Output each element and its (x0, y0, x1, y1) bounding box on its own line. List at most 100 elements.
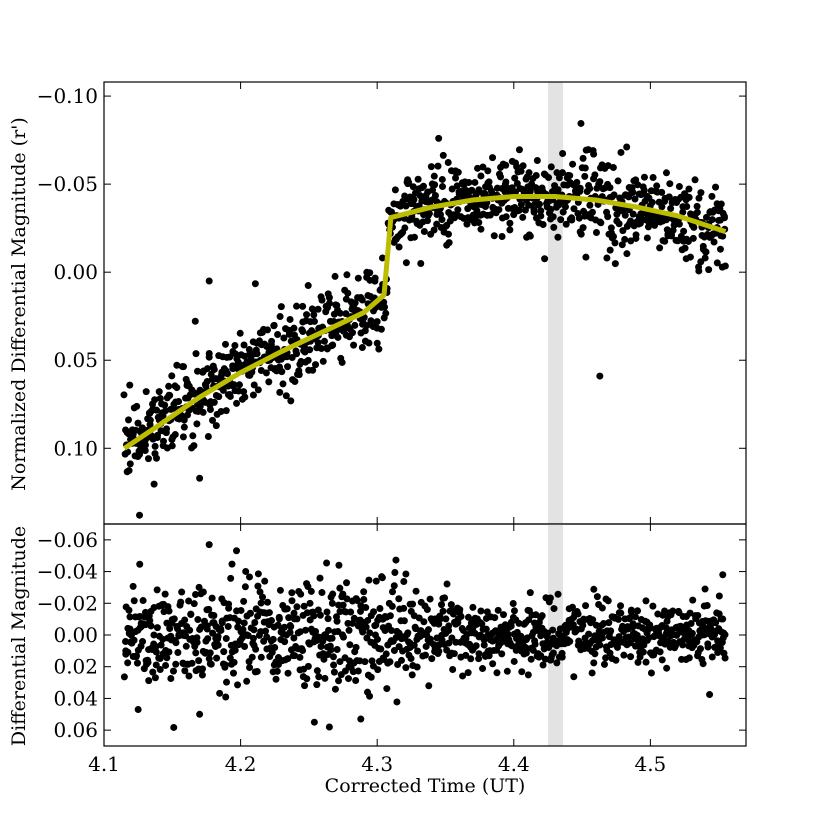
data-point (210, 398, 218, 406)
data-point (640, 173, 648, 181)
data-point (146, 617, 154, 625)
data-point (125, 467, 133, 475)
data-point (262, 627, 270, 635)
data-point (596, 178, 604, 186)
data-point (189, 432, 197, 440)
data-point (144, 658, 152, 666)
data-point (373, 339, 381, 347)
data-point (360, 588, 368, 596)
data-point (590, 585, 598, 593)
data-point (234, 617, 242, 625)
data-point (151, 674, 159, 682)
data-point (330, 661, 338, 669)
data-point (629, 623, 637, 631)
data-point (485, 652, 493, 660)
data-point (318, 589, 326, 597)
data-point (606, 246, 614, 254)
data-point (304, 662, 312, 670)
data-point (217, 407, 225, 415)
data-point (124, 659, 132, 667)
data-point (547, 205, 555, 213)
data-point (579, 224, 587, 232)
data-point (686, 609, 694, 617)
data-point (701, 254, 709, 262)
data-point (372, 577, 380, 585)
data-point (310, 718, 318, 726)
data-point (293, 350, 301, 358)
data-point (290, 609, 298, 617)
data-point (656, 244, 664, 252)
data-point (192, 649, 200, 657)
data-point (262, 369, 270, 377)
data-point (420, 618, 428, 626)
data-point (598, 604, 606, 612)
data-point (631, 195, 639, 203)
data-point (245, 345, 253, 353)
data-point (431, 181, 439, 189)
data-point (157, 641, 165, 649)
data-point (590, 150, 598, 158)
data-point (558, 649, 566, 657)
data-point (185, 597, 193, 605)
data-point (325, 294, 333, 302)
data-point (221, 661, 229, 669)
data-point (220, 648, 228, 656)
data-point (441, 594, 449, 602)
data-point (318, 296, 326, 304)
data-point (284, 363, 292, 371)
data-point (524, 671, 532, 679)
data-point (663, 664, 671, 672)
data-point (151, 396, 159, 404)
data-point (459, 672, 467, 680)
data-point (614, 177, 622, 185)
data-point (343, 595, 351, 603)
data-point (352, 643, 360, 651)
data-point (576, 184, 584, 192)
data-point (249, 634, 257, 642)
data-point (295, 371, 303, 379)
data-point (546, 594, 554, 602)
data-point (195, 583, 203, 591)
data-point (333, 646, 341, 654)
data-point (240, 341, 248, 349)
data-point (666, 180, 674, 188)
data-point (626, 614, 634, 622)
data-point (549, 213, 557, 221)
data-point (297, 590, 305, 598)
data-point (593, 593, 601, 601)
data-point (383, 685, 391, 693)
data-point (163, 654, 171, 662)
data-point (483, 608, 491, 616)
data-point (204, 432, 212, 440)
data-point (261, 577, 269, 585)
data-point (479, 665, 487, 673)
data-point (679, 641, 687, 649)
data-point (712, 183, 720, 191)
data-point (452, 174, 460, 182)
data-point (550, 605, 558, 613)
data-point (693, 208, 701, 216)
data-point (694, 611, 702, 619)
data-point (443, 580, 451, 588)
data-point (558, 169, 566, 177)
data-point (573, 178, 581, 186)
data-point (661, 607, 669, 615)
data-point (582, 602, 590, 610)
data-point (526, 589, 534, 597)
y-tick-label: −0.10 (37, 84, 98, 108)
data-point (602, 654, 610, 662)
data-point (375, 345, 383, 353)
data-point (591, 650, 599, 658)
data-point (265, 378, 273, 386)
y-tick-label: −0.02 (37, 591, 98, 615)
data-point (165, 607, 173, 615)
data-point (365, 339, 373, 347)
data-point (125, 606, 133, 614)
data-point (557, 216, 565, 224)
data-point (153, 586, 161, 594)
data-point (388, 627, 396, 635)
data-point (291, 652, 299, 660)
data-point (475, 219, 483, 226)
data-point (231, 342, 239, 350)
data-point (288, 589, 296, 597)
